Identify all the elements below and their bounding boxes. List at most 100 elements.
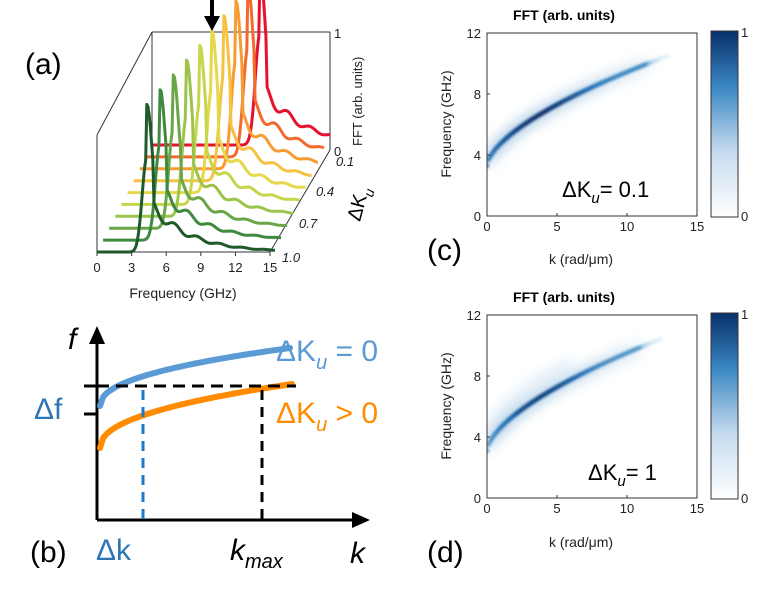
a-x-label: Frequency (GHz) <box>129 285 236 301</box>
a-depth-tick: 1.0 <box>282 250 301 265</box>
d-heatmap-band <box>487 336 665 454</box>
panel-a: (a) 0 3 6 9 12 15 Frequency (GHz) 1 0 FFT (ar… <box>25 0 378 301</box>
b-curve-dku-zero <box>97 345 293 409</box>
b-legend-1-name: ΔK <box>276 397 316 430</box>
waterfall-series <box>102 88 282 242</box>
d-annotation-sub: u <box>617 473 626 490</box>
b-kmax-text: k <box>230 534 247 567</box>
b-y-label: f <box>68 323 79 356</box>
waterfall-series <box>115 58 294 218</box>
c-annotation-sub: u <box>591 190 600 207</box>
panel-label-d: (d) <box>427 536 464 569</box>
d-y-label: Frequency (GHz) <box>438 352 454 459</box>
a-z-tick-0: 0 <box>334 144 341 159</box>
waterfall-frame <box>96 31 331 253</box>
b-kmax-sub: max <box>245 551 284 573</box>
peak-arrow-icon <box>204 0 220 31</box>
b-legend-dku-positive: ΔKu > 0 <box>276 397 378 436</box>
c-heatmap-band <box>487 53 671 169</box>
c-heatmap <box>487 53 671 169</box>
c-annotation: ΔKu= 0.1 <box>562 177 649 207</box>
b-legend-1-suffix: > 0 <box>327 397 378 430</box>
d-annotation-prefix: ΔK <box>588 460 618 485</box>
waterfall-series <box>133 14 312 183</box>
waterfall-series <box>145 0 325 159</box>
d-annotation-suffix: = 1 <box>626 460 657 485</box>
d-x-tick-label: 0 <box>483 501 490 516</box>
b-legend-0-name: ΔK <box>276 335 316 368</box>
b-y-arrow-icon <box>89 326 105 344</box>
c-band-cell <box>487 163 490 169</box>
panel-label-a: (a) <box>25 48 62 81</box>
b-legend-1-sub: u <box>316 414 327 436</box>
d-y-tick-label: 4 <box>474 430 481 445</box>
d-glow-cell <box>561 356 576 369</box>
c-colorbar-tick-1: 1 <box>741 25 748 40</box>
a-depth-tick: 0.7 <box>299 216 318 231</box>
panel-label-b: (b) <box>30 536 67 569</box>
b-delta-k: Δk <box>96 534 132 567</box>
d-annotation: ΔKu= 1 <box>588 460 657 490</box>
b-delta-f: Δf <box>34 393 63 426</box>
a-depth-label-sub: u <box>360 187 378 199</box>
d-colorbar-tick-0: 0 <box>741 491 748 506</box>
c-annotation-prefix: ΔK <box>562 177 592 202</box>
d-ticks: 0 5 10 15 0 4 8 12 <box>467 308 705 516</box>
a-x-ticks: 0 3 6 9 12 15 <box>93 252 277 275</box>
a-depth-label: ΔKu <box>344 184 378 224</box>
c-axes-box <box>486 32 698 217</box>
b-x-arrow-icon <box>352 512 370 528</box>
d-x-tick-label: 5 <box>553 501 560 516</box>
a-z-label: FFT (arb. units) <box>350 57 365 146</box>
c-x-tick-label: 0 <box>483 219 490 234</box>
d-colorbar-tick-1: 1 <box>741 307 748 322</box>
d-band-cell <box>659 336 665 341</box>
b-delta-f-text: Δf <box>34 393 63 426</box>
d-x-label: k (rad/μm) <box>549 534 613 550</box>
c-ticks: 0 5 10 15 0 4 8 12 <box>467 26 705 234</box>
d-colorbar <box>710 312 739 500</box>
d-y-tick-label: 8 <box>474 369 481 384</box>
c-annotation-suffix: = 0.1 <box>600 177 650 202</box>
c-y-tick-label: 0 <box>474 209 481 224</box>
panel-label-c: (c) <box>427 234 462 267</box>
b-legend-0-suffix: = 0 <box>327 335 378 368</box>
b-curve-dku-positive <box>97 381 295 451</box>
d-y-tick-label: 12 <box>467 308 481 323</box>
svg-text:ΔKu: ΔKu <box>344 184 378 224</box>
c-y-label: Frequency (GHz) <box>438 70 454 177</box>
c-y-tick-label: 4 <box>474 148 481 163</box>
a-x-tick-label: 15 <box>263 260 277 275</box>
waterfall-series <box>121 43 300 206</box>
d-x-tick-label: 15 <box>690 501 704 516</box>
a-x-tick-label: 12 <box>228 260 242 275</box>
waterfall-series <box>127 29 306 195</box>
b-legend-0-sub: u <box>316 352 327 374</box>
a-x-tick-label: 9 <box>197 260 204 275</box>
b-legend-dku-zero: ΔKu = 0 <box>276 335 378 374</box>
b-kmax: kmax <box>230 534 284 573</box>
d-title: FFT (arb. units) <box>513 289 615 305</box>
c-x-tick-label: 10 <box>620 219 634 234</box>
d-y-tick-label: 0 <box>474 491 481 506</box>
c-title: FFT (arb. units) <box>513 7 615 23</box>
d-heatmap <box>487 336 665 454</box>
a-z-tick-1: 1 <box>334 26 341 41</box>
c-y-tick-label: 12 <box>467 26 481 41</box>
a-depth-tick: 0.1 <box>336 154 354 169</box>
d-band-cell <box>487 448 490 454</box>
a-depth-tick: 0.4 <box>316 184 334 199</box>
panel-b: (b) f k Δf Δk kmax ΔKu = 0 ΔKu > 0 <box>30 323 378 573</box>
c-band-cell <box>666 53 671 59</box>
c-x-tick-label: 5 <box>553 219 560 234</box>
c-x-tick-label: 15 <box>690 219 704 234</box>
d-axes-box <box>486 314 698 499</box>
c-y-tick-label: 8 <box>474 87 481 102</box>
c-colorbar-tick-0: 0 <box>741 209 748 224</box>
waterfall-curves <box>96 0 331 254</box>
a-depth-ticks: 0.1 0.4 0.7 1.0 <box>282 154 354 265</box>
a-x-tick-label: 6 <box>163 260 170 275</box>
